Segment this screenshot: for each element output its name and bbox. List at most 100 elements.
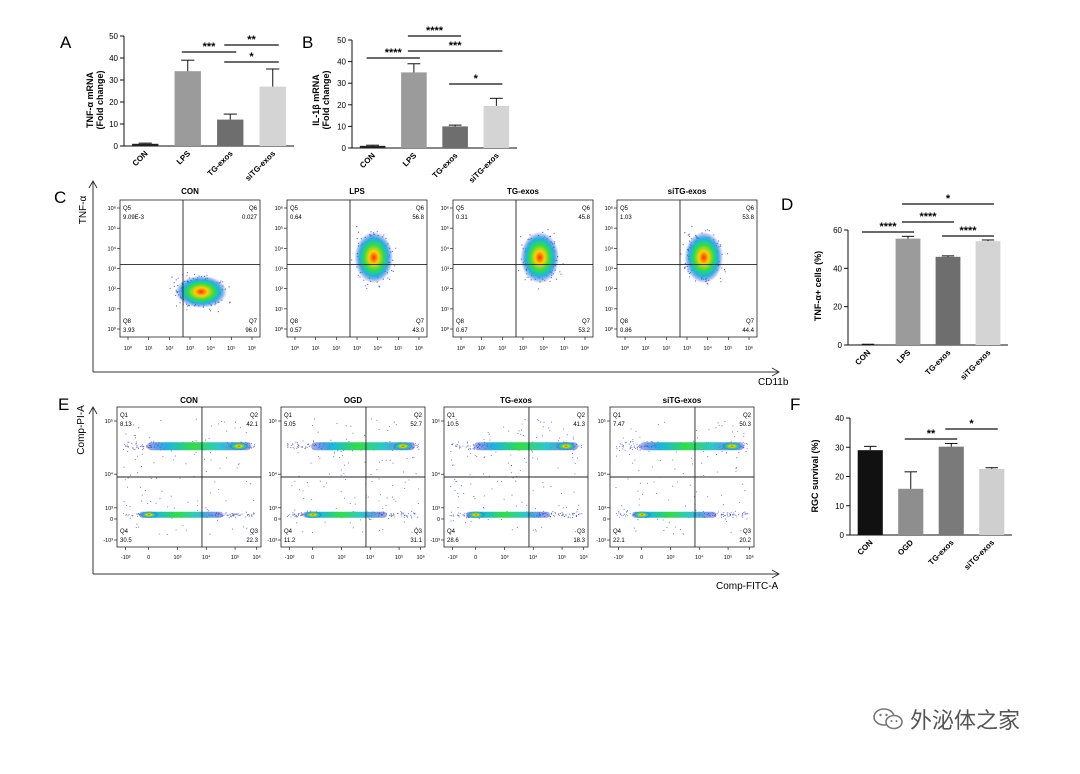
quadrant-value: 44.4 (742, 328, 754, 334)
bar (401, 72, 427, 148)
quadrant-value: 50.3 (739, 422, 751, 428)
x-tick-label: 10¹ (478, 346, 486, 352)
x-tick-label: 10¹ (312, 346, 320, 352)
significance-label: * (969, 418, 974, 430)
significance-label: *** (449, 40, 463, 52)
significance-label: **** (919, 211, 937, 223)
y-tick-label: 30 (835, 443, 844, 452)
x-tick-label: 10⁴ (539, 345, 548, 352)
y-tick-label: 10⁵ (605, 225, 613, 232)
x-tick-label: siTG-exos (959, 348, 993, 382)
chart-d-ylabel: TNF-α+ cells (%) (813, 251, 823, 321)
bar (217, 119, 244, 146)
x-tick-label: 10³ (667, 555, 675, 561)
flow-plot-c: LPS Q5 0.64 Q6 56.8 Q8 0.57 Q7 43.0 10⁰ 10¹ 10² 10³ 1… (275, 187, 428, 352)
x-tick-label: siTG-exos (962, 538, 996, 572)
quadrant-label: Q2 (743, 413, 752, 419)
quadrant-label: Q4 (120, 529, 129, 535)
x-tick-label: 10⁶ (745, 554, 753, 561)
quadrant-label: Q3 (743, 529, 752, 535)
y-tick-label: 10⁴ (598, 471, 607, 478)
bar (857, 450, 883, 535)
bar (898, 488, 924, 535)
significance-label: * (946, 193, 951, 205)
y-tick-label: -10³ (430, 538, 440, 544)
y-tick-label: 10 (337, 122, 346, 131)
significance-label: ** (927, 428, 936, 440)
panel-e-xaxis-label: Comp-FITC-A (716, 581, 779, 592)
flow-plot-c: CON Q5 9.09E-3 Q6 0.027 Q8 3.93 Q7 96.0 10⁰ 10¹ 10²… (108, 187, 261, 352)
density-hotspot (722, 442, 742, 451)
y-tick-label: 50 (337, 36, 346, 45)
bar (975, 241, 1001, 345)
x-tick-label: TG-exos (206, 149, 235, 178)
flow-plot-e: OGD Q1 5.05 Q2 52.7 Q4 11.2 Q3 31.1 -10³ 0 10³ 10⁴ 10… (267, 396, 426, 561)
density-cluster (684, 231, 723, 284)
quadrant-value: 18.3 (573, 538, 585, 544)
y-tick-label: 0 (838, 341, 843, 350)
y-tick-label: 10⁵ (108, 225, 116, 232)
y-tick-label: 10⁴ (605, 245, 614, 252)
density-hotspot (229, 442, 249, 451)
quadrant-label: Q8 (620, 319, 629, 325)
y-tick-label: 0 (840, 531, 845, 540)
quadrant-value: 9.09E-3 (123, 215, 145, 221)
flow-plot-frame (119, 199, 261, 338)
quadrant-label: Q5 (456, 206, 465, 212)
y-tick-label: 10¹ (108, 307, 116, 313)
y-tick-label: 40 (337, 58, 346, 67)
y-tick-label: 0 (342, 144, 347, 153)
x-tick-label: 10⁴ (206, 345, 215, 352)
y-tick-label: 30 (337, 79, 346, 88)
quadrant-value: 96.0 (245, 328, 257, 334)
x-tick-label: 10⁶ (745, 345, 753, 352)
flow-plot-title: siTG-exos (668, 187, 707, 196)
x-tick-label: CON (358, 151, 377, 170)
x-tick-label: 10³ (519, 346, 527, 352)
significance-label: **** (426, 25, 444, 37)
y-tick-label: 10⁴ (275, 245, 284, 252)
y-tick-label: 30 (109, 76, 118, 85)
quadrant-value: 42.1 (246, 422, 258, 428)
y-tick-label: 0 (274, 517, 277, 523)
x-tick-label: 10⁰ (124, 345, 133, 352)
x-tick-label: -10³ (285, 555, 295, 561)
quadrant-value: 0.57 (290, 328, 302, 334)
x-tick-label: TG-exos (927, 538, 956, 567)
x-tick-label: -10³ (121, 555, 131, 561)
y-tick-label: 10⁵ (275, 225, 283, 232)
x-tick-label: 10⁴ (202, 554, 211, 561)
quadrant-value: 28.6 (447, 538, 459, 544)
quadrant-value: 22.1 (613, 538, 625, 544)
x-tick-label: CON (856, 538, 875, 557)
x-tick-label: OGD (896, 538, 915, 557)
bar (442, 126, 468, 148)
significance-label: * (249, 51, 254, 63)
quadrant-label: Q2 (250, 413, 259, 419)
quadrant-label: Q1 (284, 413, 293, 419)
quadrant-label: Q6 (416, 206, 425, 212)
y-tick-label: 40 (109, 54, 118, 63)
y-tick-label: 10⁴ (108, 245, 117, 252)
chart-a-ylabel-unit: (Fold change) (95, 71, 105, 130)
y-tick-label: 10² (441, 287, 449, 293)
x-tick-label: 10² (662, 346, 670, 352)
y-tick-label: 10⁵ (269, 418, 277, 425)
density-cluster (354, 231, 393, 284)
y-tick-label: 10⁵ (598, 418, 606, 425)
x-tick-label: CON (853, 348, 872, 367)
quadrant-label: Q5 (620, 206, 629, 212)
x-tick-label: -10³ (614, 555, 624, 561)
panel-letter-a: A (60, 33, 72, 52)
y-tick-label: 10² (275, 287, 283, 293)
y-tick-label: 10³ (605, 267, 613, 273)
x-tick-label: 10¹ (145, 346, 153, 352)
x-tick-label: 0 (311, 555, 314, 561)
y-tick-label: 10³ (441, 267, 449, 273)
panel-letter-d: D (781, 195, 793, 214)
x-tick-label: 10³ (353, 346, 361, 352)
y-tick-label: 10³ (269, 506, 277, 512)
x-tick-label: 10³ (338, 555, 346, 561)
quadrant-label: Q6 (249, 206, 258, 212)
